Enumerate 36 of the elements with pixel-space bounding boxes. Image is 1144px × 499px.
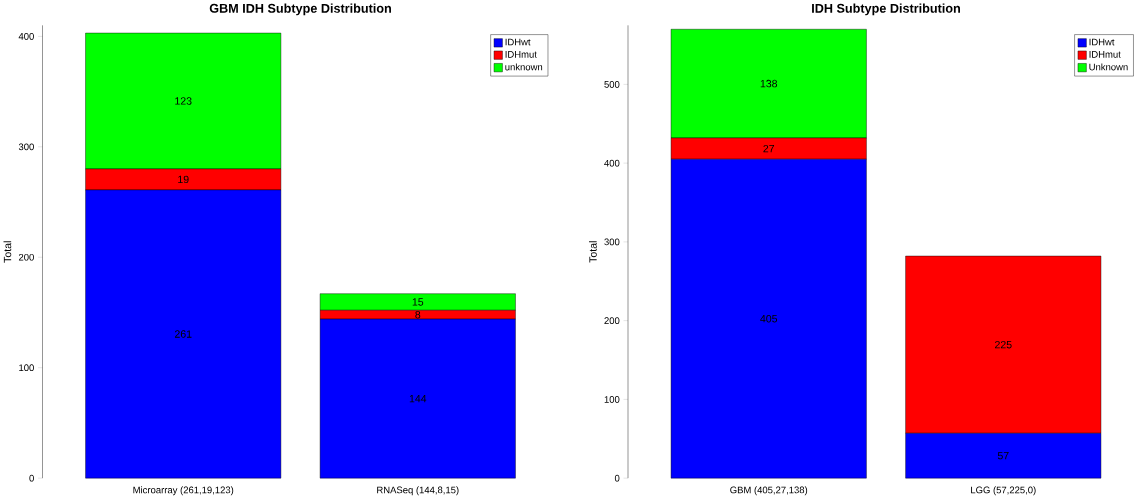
y-tick-label: 200 bbox=[18, 254, 34, 261]
y-tick-label: 400 bbox=[18, 33, 34, 40]
data-label: 8 bbox=[415, 311, 421, 319]
y-tick-label: 100 bbox=[19, 364, 34, 372]
y-tick-label: 400 bbox=[604, 159, 620, 167]
legend-label: Unknown bbox=[1089, 63, 1128, 71]
data-label: 225 bbox=[995, 341, 1012, 349]
y-tick-label: 100 bbox=[604, 396, 620, 403]
y-axis-title: Total bbox=[589, 241, 597, 263]
data-label: 405 bbox=[760, 315, 778, 323]
chart-title: IDH Subtype Distribution bbox=[812, 3, 960, 16]
y-tick-label: 0 bbox=[29, 474, 34, 482]
legend-label: IDHwt bbox=[1089, 38, 1115, 46]
x-tick-label: RNASeq (144,8,15) bbox=[377, 486, 459, 496]
y-tick-label: 300 bbox=[604, 238, 620, 246]
data-label: 19 bbox=[178, 175, 189, 184]
y-axis-title: Total bbox=[3, 241, 12, 263]
y-tick-label: 300 bbox=[18, 143, 34, 151]
legend-label: IDHwt bbox=[505, 38, 531, 46]
data-label: 123 bbox=[175, 97, 192, 105]
x-tick-label: GBM (405,27,138) bbox=[730, 486, 808, 496]
data-label: 15 bbox=[412, 298, 424, 306]
y-tick-label: 500 bbox=[604, 81, 620, 88]
y-tick-label: 200 bbox=[604, 317, 620, 325]
data-label: 57 bbox=[997, 452, 1009, 460]
data-label: 138 bbox=[760, 80, 778, 88]
chart-title: GBM IDH Subtype Distribution bbox=[209, 3, 391, 16]
data-label: 261 bbox=[174, 330, 192, 338]
x-tick-label: LGG (57,225,0) bbox=[971, 486, 1036, 496]
x-tick-label: Microarray (261,19,123) bbox=[133, 486, 234, 496]
y-tick-label: 0 bbox=[614, 474, 620, 482]
legend-label: IDHmut bbox=[1089, 51, 1121, 58]
data-label: 144 bbox=[409, 395, 427, 403]
legend-label: unknown bbox=[505, 63, 543, 71]
legend-label: IDHmut bbox=[505, 51, 537, 58]
data-label: 27 bbox=[763, 145, 775, 153]
